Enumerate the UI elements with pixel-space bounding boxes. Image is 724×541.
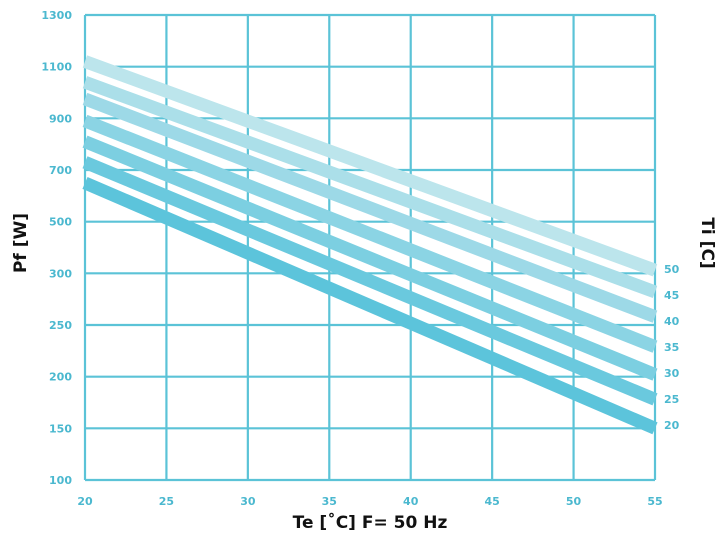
series-line-25	[82, 156, 658, 406]
x-tick-label: 55	[647, 495, 662, 508]
x-tick-label: 35	[322, 495, 337, 508]
y-tick-label: 250	[49, 319, 72, 332]
y-tick-label: 150	[49, 422, 72, 435]
x-tick-label: 20	[77, 495, 93, 508]
y-tick-label: 700	[49, 164, 72, 177]
series-line-20	[82, 176, 658, 435]
series-line-50	[82, 55, 658, 277]
y-tick-label: 300	[49, 267, 72, 280]
grid	[83, 13, 657, 482]
series-line-30	[82, 135, 658, 381]
series-label-50: 50	[664, 263, 680, 276]
x-tick-label: 30	[240, 495, 256, 508]
x-tick-label: 25	[159, 495, 174, 508]
y-tick-label: 1100	[41, 61, 72, 74]
y-axis-title: Pf [W]	[11, 213, 31, 273]
series-line-45	[82, 76, 658, 299]
series-lines	[82, 55, 658, 435]
series-label-35: 35	[664, 341, 679, 354]
x-tick-label: 50	[566, 495, 582, 508]
series-label-25: 25	[664, 393, 679, 406]
series-label-30: 30	[664, 367, 680, 380]
y-tick-label: 900	[49, 112, 72, 125]
y-tick-label: 1300	[41, 9, 72, 22]
series-label-40: 40	[664, 315, 680, 328]
series-label-45: 45	[664, 289, 679, 302]
right-axis-title: Ti [C]	[697, 217, 717, 268]
y-tick-label: 200	[49, 371, 72, 384]
series-line-35	[82, 114, 658, 353]
y-tick-label: 500	[49, 216, 72, 229]
x-axis-title: Te [˚C] F= 50 Hz	[293, 511, 448, 533]
x-tick-label: 40	[403, 495, 419, 508]
series-labels: 20 25 30 35 40 45 50	[664, 263, 680, 432]
y-axis-ticks: 100 150 200 250 300 500 700 900 1100 1300	[41, 9, 72, 487]
x-axis-ticks: 20 25 30 35 40 45 50 55	[77, 495, 662, 508]
x-tick-label: 45	[484, 495, 499, 508]
y-tick-label: 100	[49, 474, 72, 487]
series-label-20: 20	[664, 419, 680, 432]
series-line-40	[82, 92, 658, 323]
